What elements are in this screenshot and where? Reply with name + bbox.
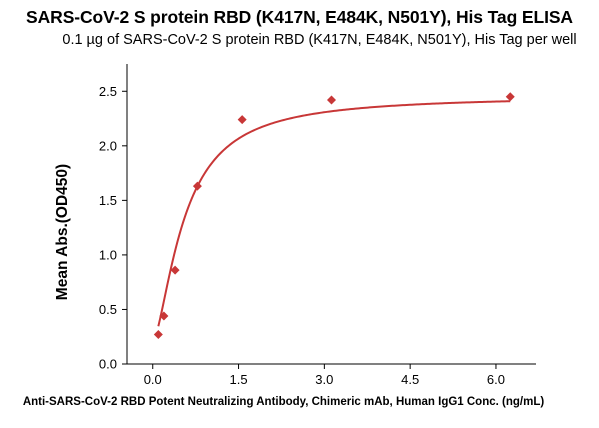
- fit-curve: [157, 100, 511, 327]
- y-tick-label: 1.5: [99, 193, 117, 208]
- data-point: [237, 115, 247, 125]
- x-tick-label: 3.0: [315, 372, 333, 387]
- x-tick-label: 6.0: [487, 372, 505, 387]
- y-tick-label: 2.5: [99, 84, 117, 99]
- x-axis-label: Anti-SARS-CoV-2 RBD Potent Neutralizing …: [22, 396, 545, 408]
- y-tick-label: 0.5: [99, 302, 117, 317]
- x-tick-label: 1.5: [230, 372, 248, 387]
- data-point: [192, 181, 202, 191]
- data-point: [505, 92, 515, 102]
- data-point: [170, 265, 180, 275]
- chart-subtitle: 0.1 µg of SARS-CoV-2 S protein RBD (K417…: [62, 32, 577, 48]
- x-tick-label: 4.5: [401, 372, 419, 387]
- data-point: [153, 330, 163, 340]
- x-tick-label: 0.0: [144, 372, 162, 387]
- y-tick-label: 1.0: [99, 247, 117, 262]
- y-tick-label: 0.0: [99, 357, 117, 372]
- data-point: [327, 95, 336, 105]
- data-point: [159, 311, 169, 321]
- chart-title: SARS-CoV-2 S protein RBD (K417N, E484K, …: [26, 7, 573, 27]
- y-tick-label: 2.0: [99, 138, 117, 153]
